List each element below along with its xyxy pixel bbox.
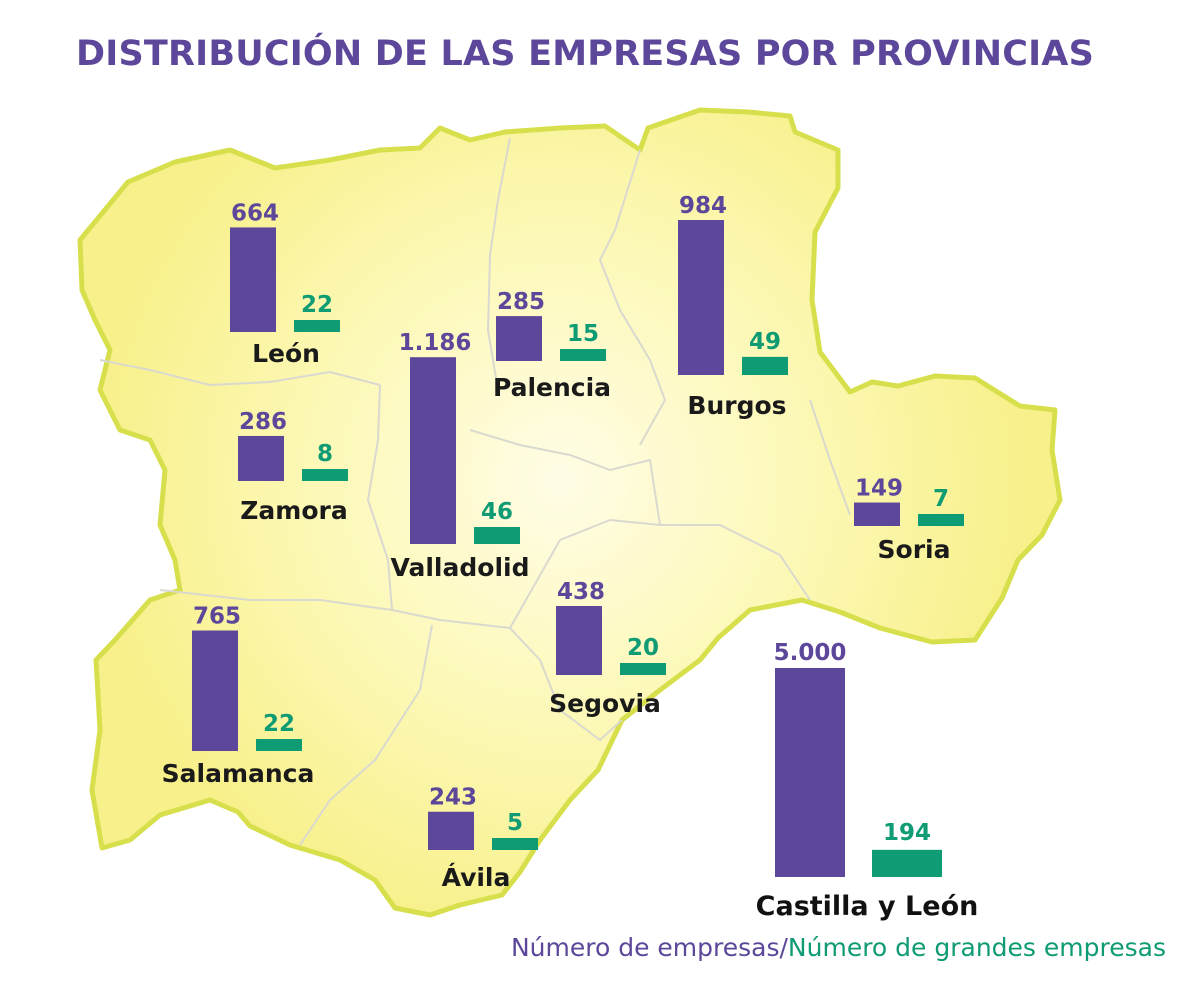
- province-label-salamanca: Salamanca: [162, 759, 315, 788]
- bar-companies-avila: [428, 811, 474, 850]
- value-large-valladolid: 46: [481, 499, 513, 525]
- border-burgos-soria: [660, 524, 811, 601]
- value-companies-burgos: 984: [679, 193, 727, 219]
- value-large-total: 194: [883, 820, 931, 846]
- value-companies-zamora: 286: [239, 409, 287, 435]
- bar-large-palencia: [560, 349, 606, 361]
- province-label-burgos: Burgos: [687, 391, 786, 420]
- value-companies-avila: 243: [429, 785, 477, 811]
- bar-companies-total: [775, 668, 845, 877]
- bar-large-avila: [492, 838, 538, 850]
- border-leon-palencia: [486, 137, 511, 391]
- bar-companies-soria: [854, 502, 900, 526]
- bar-large-segovia: [620, 663, 666, 675]
- value-companies-leon: 664: [231, 200, 279, 226]
- value-large-soria: 7: [933, 486, 949, 512]
- bar-companies-zamora: [238, 435, 284, 481]
- legend-companies: Número de empresas: [510, 933, 780, 962]
- legend-large: Número de grandes empresas: [787, 933, 1166, 962]
- province-label-leon: León: [252, 339, 320, 368]
- chart-title: DISTRIBUCIÓN DE LAS EMPRESAS POR PROVINC…: [76, 34, 1094, 74]
- bar-large-total: [872, 849, 942, 877]
- value-companies-palencia: 285: [497, 289, 545, 315]
- bar-companies-burgos: [678, 220, 724, 375]
- value-large-avila: 5: [507, 810, 523, 836]
- value-large-salamanca: 22: [263, 711, 295, 737]
- border-burgos-segovia: [809, 399, 851, 516]
- legend-separator: /: [779, 933, 788, 962]
- bar-large-burgos: [742, 356, 788, 375]
- province-label-palencia: Palencia: [493, 373, 611, 402]
- bar-companies-palencia: [496, 316, 542, 361]
- value-companies-segovia: 438: [557, 579, 605, 605]
- bar-large-zamora: [302, 469, 348, 481]
- bars-layer: 664 22 León 285 15 Palencia 984 49 Burgos 286 8 Zam…: [162, 193, 979, 922]
- total-label: Castilla y León: [756, 891, 979, 922]
- bar-large-soria: [918, 514, 964, 526]
- border-palencia-burgos: [598, 149, 667, 446]
- bar-companies-salamanca: [192, 630, 238, 751]
- value-large-segovia: 20: [627, 635, 659, 661]
- border-zamora-salamanca: [159, 589, 393, 611]
- bar-companies-valladolid: [410, 357, 456, 544]
- value-companies-valladolid: 1.186: [399, 330, 472, 356]
- bar-companies-segovia: [556, 606, 602, 675]
- border-valladolid-south: [391, 518, 661, 630]
- border-salamanca-avila: [299, 624, 433, 846]
- province-label-soria: Soria: [878, 535, 951, 564]
- value-large-palencia: 15: [567, 321, 599, 347]
- castilla-y-leon-outline: [77, 107, 1063, 918]
- border-valladolid-north: [469, 429, 661, 526]
- value-large-zamora: 8: [317, 441, 333, 467]
- value-companies-total: 5.000: [774, 640, 847, 666]
- border-leon-zamora: [99, 359, 381, 387]
- legend: Número de empresas/Número de grandes emp…: [511, 933, 1166, 962]
- province-label-zamora: Zamora: [240, 496, 347, 525]
- bar-large-salamanca: [256, 739, 302, 751]
- bar-large-leon: [294, 320, 340, 332]
- province-label-valladolid: Valladolid: [391, 553, 530, 582]
- province-label-segovia: Segovia: [549, 689, 661, 718]
- bar-large-valladolid: [474, 526, 520, 544]
- region-map: [77, 107, 1063, 918]
- border-avila-segovia: [509, 627, 623, 742]
- value-companies-soria: 149: [855, 476, 903, 502]
- border-valladolid-west: [366, 384, 393, 611]
- value-companies-salamanca: 765: [193, 604, 241, 630]
- value-large-leon: 22: [301, 292, 333, 318]
- province-borders: [99, 137, 851, 846]
- value-large-burgos: 49: [749, 329, 781, 355]
- province-label-avila: Ávila: [442, 863, 511, 892]
- bar-companies-leon: [230, 227, 276, 332]
